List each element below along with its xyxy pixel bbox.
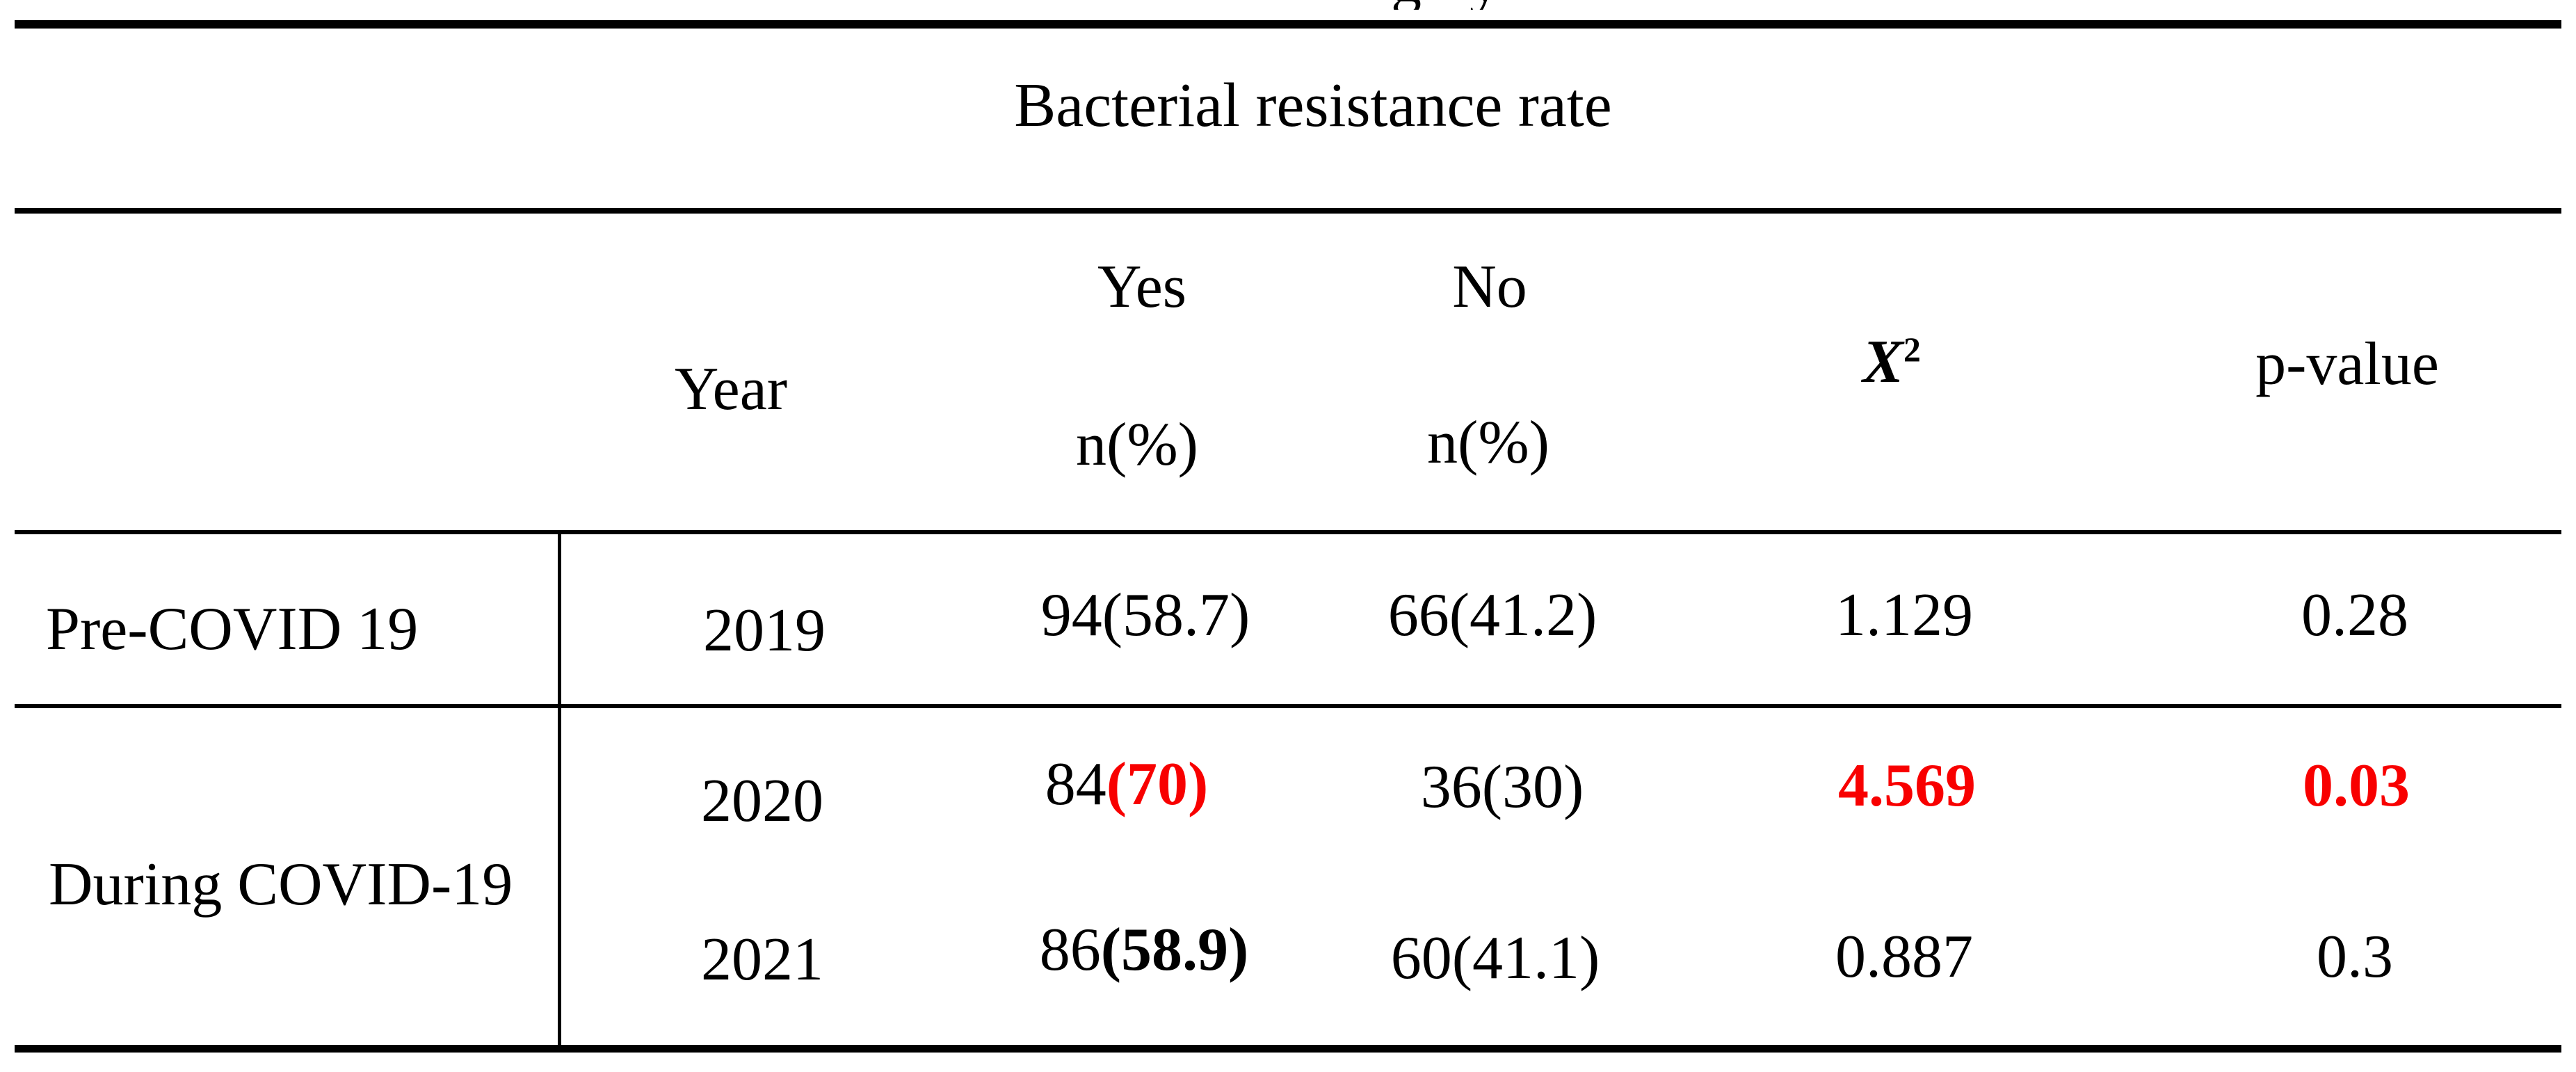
cell-yes-2019-count: 94 [1040,582,1102,649]
cell-yes-2020-percent-highlight: (70) [1106,751,1209,818]
cell-no-2019: 66(41.2) [1387,582,1597,649]
cell-year-2020: 2020 [701,767,823,835]
cell-no-2021: 60(41.1) [1390,925,1600,992]
cell-year-2021: 2021 [701,926,823,993]
group-column-divider [558,533,561,1048]
cell-chi-2020-highlight: 4.569 [1838,752,1976,819]
clipped-caption-fragments: g y [1349,0,1558,10]
table-title: Bacterial resistance rate [1014,71,1612,140]
cell-yes-2021-percent-bold: (58.9) [1100,916,1249,984]
cell-yes-2019-percent: (58.7) [1102,582,1250,649]
column-header-p-value: p-value [2255,330,2439,398]
header-bottom-rule [15,530,2561,534]
cell-no-2020: 36(30) [1420,753,1584,821]
cell-p-2021: 0.3 [2317,923,2393,991]
row-divider-rule [15,704,2561,708]
top-rule [15,20,2561,29]
clipped-caption-fragment-g: g [1391,0,1422,10]
cell-yes-2019: 94(58.7) [1041,585,1250,646]
column-header-no: No [1452,253,1527,321]
chi-symbol: X [1862,328,1903,396]
cell-yes-2020: 84(70) [1045,754,1209,815]
group-label-during-covid: During COVID-19 [49,851,513,918]
cell-chi-2019: 1.129 [1835,582,1973,649]
title-underline-rule [15,208,2561,214]
cell-p-2019: 0.28 [2301,582,2408,649]
bottom-rule [15,1045,2561,1053]
clipped-caption-fragment-y: y [1470,0,1500,10]
column-header-year: Year [674,355,788,423]
group-label-pre-covid: Pre-COVID 19 [46,595,419,663]
chi-superscript: 2 [1903,330,1921,369]
column-header-no-npct: n(%) [1427,409,1549,477]
cell-yes-2021: 86(58.9) [1040,920,1249,981]
cell-chi-2021: 0.887 [1835,923,1973,991]
cell-year-2019: 2019 [703,597,826,664]
cell-yes-2020-count: 84 [1045,751,1106,818]
column-header-yes: Yes [1097,253,1187,321]
column-header-chi-squared: X2 [1862,332,1921,393]
column-header-yes-npct: n(%) [1076,411,1198,479]
cell-p-2020-highlight: 0.03 [2303,752,2410,819]
cell-yes-2021-count: 86 [1039,916,1101,984]
